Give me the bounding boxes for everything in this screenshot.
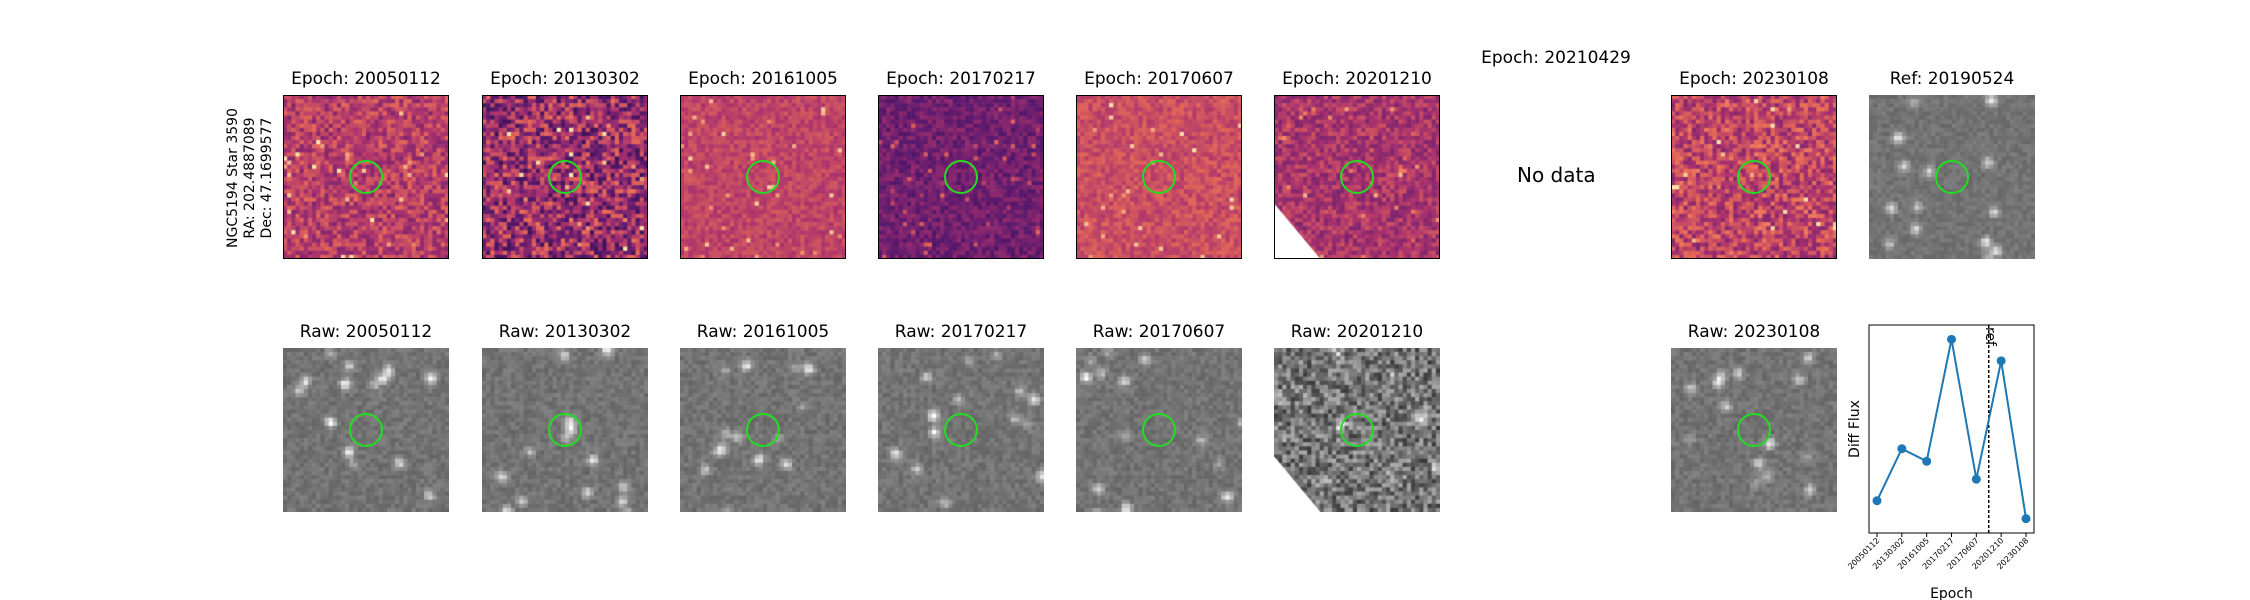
- data-point: [1922, 456, 1932, 466]
- ref-line-label: ref: [1982, 327, 1998, 347]
- target-ring: [746, 160, 780, 194]
- diff-panel-title: Epoch: 20130302: [490, 69, 640, 89]
- diff-panel-title: Epoch: 20050112: [291, 69, 441, 89]
- diff-panel-title: Epoch: 20201210: [1282, 69, 1432, 89]
- ref-panel-title: Ref: 20190524: [1889, 69, 2015, 89]
- target-ring: [548, 160, 582, 194]
- target-ring: [349, 413, 383, 447]
- raw-panel-title: Raw: 20161005: [696, 322, 830, 342]
- raw-panel-title: Raw: 20201210: [1290, 322, 1424, 342]
- no-data-text: No data: [1517, 163, 1596, 187]
- target-ring: [1737, 160, 1771, 194]
- data-point: [1947, 334, 1956, 344]
- target-ring: [746, 413, 780, 447]
- series-line: [1876, 339, 2027, 519]
- target-ring: [1142, 413, 1176, 447]
- target-ring: [1340, 413, 1374, 447]
- target-ring: [1737, 413, 1771, 447]
- raw-panel-title: Raw: 20170607: [1092, 322, 1226, 342]
- target-ring: [1340, 160, 1374, 194]
- target-ring: [1935, 160, 1969, 194]
- raw-panel-title: Raw: 20130302: [498, 322, 632, 342]
- data-point: [1897, 444, 1907, 454]
- diff-panel-title: Epoch: 20170217: [886, 69, 1036, 89]
- raw-panel-title: Raw: 20170217: [894, 322, 1028, 342]
- target-ring: [1142, 160, 1176, 194]
- diff-panel-title: Epoch: 20170607: [1084, 69, 1234, 89]
- target-ring: [944, 160, 978, 194]
- data-point: [1872, 496, 1882, 506]
- target-ring: [548, 413, 582, 447]
- diff-panel-title: Epoch: 20230108: [1679, 69, 1829, 89]
- x-axis-label: Epoch: [1930, 586, 1973, 600]
- plot-frame: [1868, 324, 2035, 534]
- y-axis-label: Diff Flux: [1847, 400, 1863, 458]
- diff-panel-title: Epoch: 20161005: [688, 69, 838, 89]
- data-point: [1996, 356, 2006, 366]
- raw-panel-title: Raw: 20050112: [299, 322, 433, 342]
- data-point: [1971, 474, 1981, 484]
- target-ring: [944, 413, 978, 447]
- target-ring: [349, 160, 383, 194]
- raw-panel-title: Raw: 20230108: [1687, 322, 1821, 342]
- data-point: [2021, 514, 2031, 524]
- epoch-missing-title: Epoch: 20210429: [1481, 48, 1631, 68]
